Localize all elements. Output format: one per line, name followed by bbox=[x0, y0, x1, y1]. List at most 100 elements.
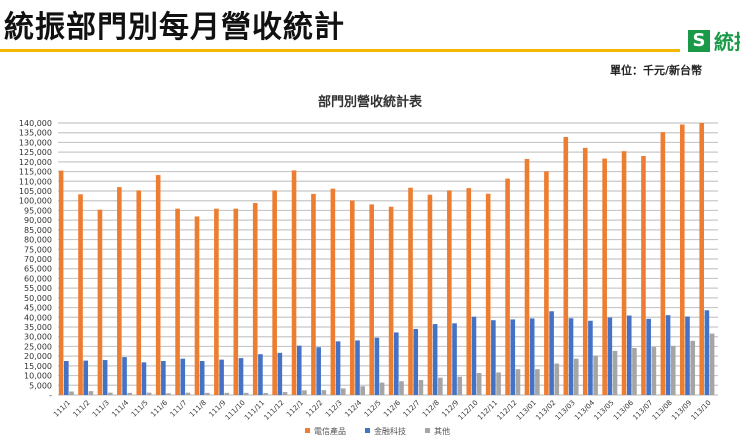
x-tick-label: 113/02 bbox=[534, 399, 557, 422]
bar-telecom bbox=[641, 156, 646, 395]
unit-label: 單位：千元/新台幣 bbox=[610, 64, 703, 77]
bar-fintech bbox=[626, 315, 632, 395]
y-tick-label: 30,000 bbox=[24, 333, 52, 342]
y-tick-label: 85,000 bbox=[24, 226, 52, 235]
bar-fintech bbox=[588, 320, 593, 395]
bar-fintech bbox=[161, 361, 166, 395]
bar-other bbox=[709, 333, 715, 395]
bar-telecom bbox=[466, 188, 472, 395]
bar-fintech bbox=[316, 347, 321, 395]
y-tick-label: 80,000 bbox=[24, 236, 52, 245]
legend-swatch bbox=[425, 428, 430, 433]
bar-telecom bbox=[447, 190, 452, 395]
y-tick-label: 125,000 bbox=[19, 148, 52, 157]
logo-s-icon: S bbox=[688, 29, 710, 52]
bar-fintech bbox=[607, 317, 613, 395]
y-tick-label: 20,000 bbox=[24, 352, 52, 361]
x-tick-label: 113/01 bbox=[515, 399, 538, 422]
bar-fintech bbox=[296, 345, 302, 395]
y-tick-label: 130,000 bbox=[19, 138, 52, 147]
x-tick-label: 112/8 bbox=[421, 399, 441, 419]
bar-other bbox=[166, 393, 171, 395]
x-tick-label: 112/1 bbox=[285, 399, 305, 419]
bar-other bbox=[515, 369, 521, 395]
bar-fintech bbox=[413, 328, 419, 395]
bar-other bbox=[612, 350, 618, 395]
bar-other bbox=[690, 340, 695, 395]
bar-other bbox=[69, 391, 74, 395]
y-tick-label: 25,000 bbox=[24, 342, 52, 351]
bar-other bbox=[88, 391, 94, 395]
x-tick-label: 111/12 bbox=[263, 399, 286, 422]
x-tick-label: 111/4 bbox=[110, 398, 130, 418]
bar-telecom bbox=[136, 190, 142, 395]
y-tick-label: 15,000 bbox=[24, 362, 52, 371]
y-tick-label: 120,000 bbox=[19, 158, 52, 167]
bar-fintech bbox=[219, 359, 224, 395]
bar-telecom bbox=[524, 158, 530, 395]
x-tick-label: 111/1 bbox=[52, 399, 72, 419]
y-tick-label: 75,000 bbox=[24, 245, 52, 254]
bar-other bbox=[593, 355, 598, 395]
x-tick-label: 112/3 bbox=[324, 399, 344, 419]
bar-other bbox=[146, 392, 152, 395]
legend-label: 電信產品 bbox=[314, 426, 346, 436]
bar-telecom bbox=[117, 187, 122, 395]
bar-telecom bbox=[660, 132, 666, 396]
bar-fintech bbox=[199, 361, 205, 395]
bar-other bbox=[670, 345, 676, 395]
legend-label: 其他 bbox=[434, 426, 450, 436]
y-tick-label: 5,000 bbox=[29, 381, 52, 390]
y-tick-label: 135,000 bbox=[19, 129, 52, 138]
company-logo: S 統振 bbox=[688, 26, 740, 55]
y-tick-label: 65,000 bbox=[24, 265, 52, 274]
bar-other bbox=[243, 392, 249, 395]
bar-other bbox=[282, 392, 288, 395]
bar-other bbox=[340, 388, 346, 395]
y-tick-label: 45,000 bbox=[24, 304, 52, 313]
bar-telecom bbox=[252, 203, 258, 395]
bar-other bbox=[224, 392, 230, 395]
x-tick-label: 113/05 bbox=[593, 399, 616, 422]
y-tick-label: 100,000 bbox=[19, 197, 52, 206]
bar-telecom bbox=[582, 147, 588, 395]
bar-other bbox=[418, 380, 424, 395]
legend-swatch bbox=[365, 428, 370, 433]
bar-telecom bbox=[272, 190, 277, 395]
bar-fintech bbox=[452, 323, 457, 395]
bar-telecom bbox=[427, 194, 433, 395]
x-tick-label: 113/03 bbox=[554, 399, 577, 422]
bar-fintech bbox=[335, 341, 341, 395]
bar-telecom bbox=[485, 193, 491, 395]
bar-other bbox=[360, 386, 365, 395]
bar-other bbox=[302, 390, 307, 395]
bar-telecom bbox=[330, 188, 336, 395]
x-tick-label: 113/09 bbox=[670, 399, 693, 422]
bar-other bbox=[127, 392, 133, 395]
bar-other bbox=[205, 392, 210, 395]
x-tick-label: 111/6 bbox=[149, 398, 169, 418]
title-divider bbox=[0, 49, 680, 52]
bar-other bbox=[651, 347, 657, 395]
bar-other bbox=[399, 381, 404, 395]
bar-fintech bbox=[471, 316, 477, 395]
x-tick-label: 112/4 bbox=[343, 398, 363, 418]
y-tick-label: 115,000 bbox=[19, 168, 52, 177]
x-tick-label: 113/06 bbox=[612, 398, 635, 421]
bar-other bbox=[321, 390, 327, 395]
bar-telecom bbox=[58, 170, 64, 395]
bar-telecom bbox=[699, 123, 704, 395]
bar-telecom bbox=[311, 193, 316, 395]
bar-other bbox=[457, 376, 463, 395]
y-tick-label: 55,000 bbox=[24, 284, 52, 293]
bar-telecom bbox=[563, 136, 569, 395]
y-tick-label: 95,000 bbox=[24, 206, 52, 215]
y-tick-label: 70,000 bbox=[24, 255, 52, 264]
bar-telecom bbox=[233, 208, 239, 395]
x-tick-label: 111/5 bbox=[130, 399, 150, 419]
bar-fintech bbox=[64, 361, 69, 395]
bar-telecom bbox=[505, 178, 510, 395]
bar-telecom bbox=[369, 204, 374, 395]
bar-fintech bbox=[510, 319, 516, 395]
